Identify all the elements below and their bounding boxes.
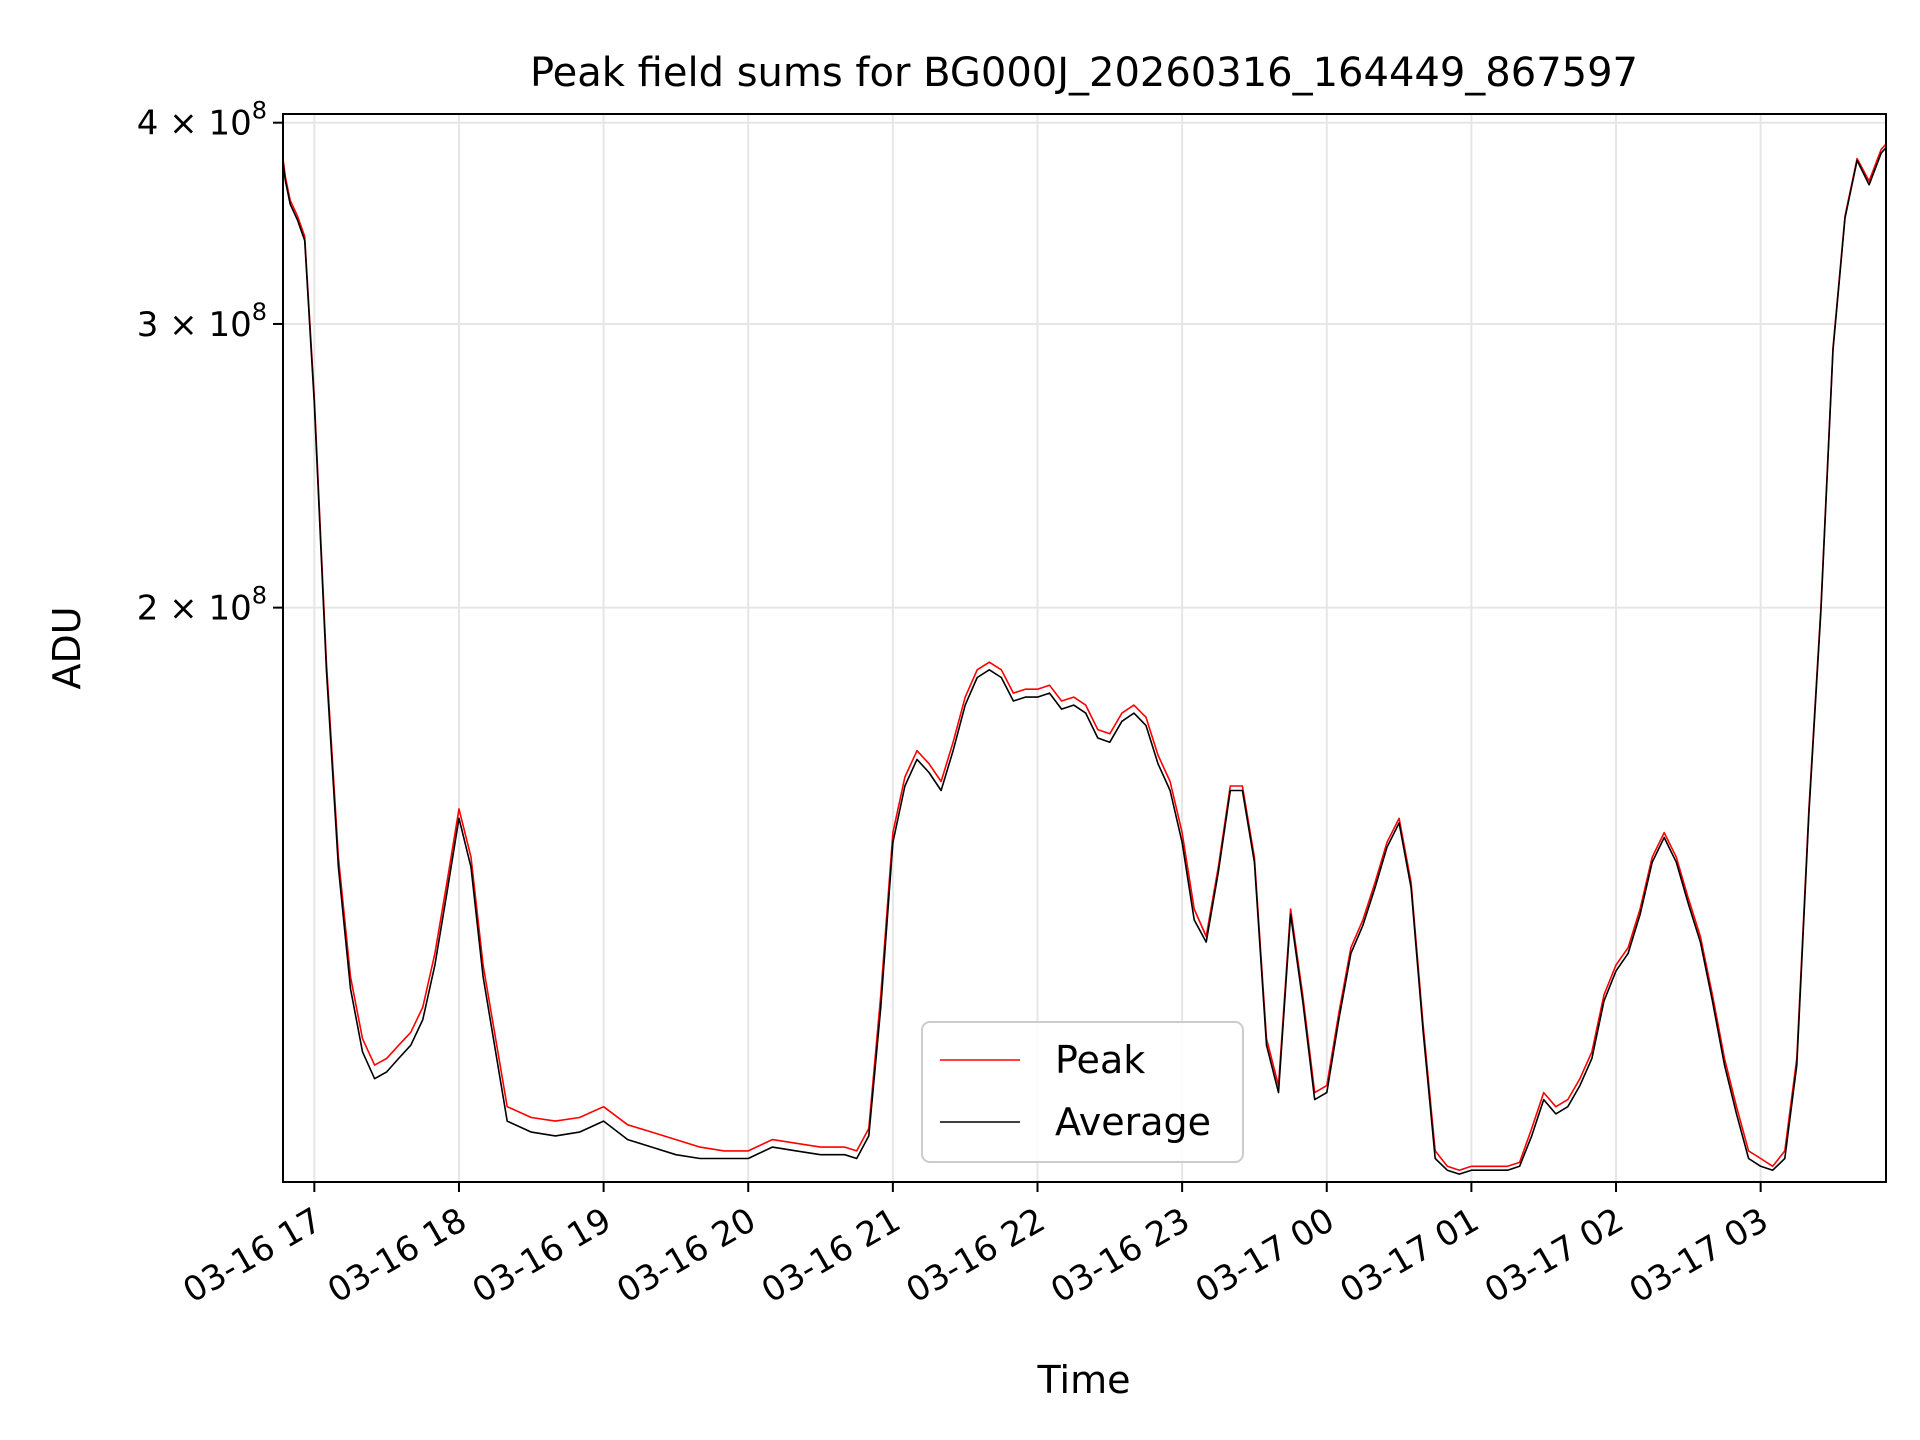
legend: Peak Average xyxy=(921,1021,1244,1163)
y-axis-label: ADU xyxy=(45,606,89,689)
x-axis-label: Time xyxy=(1037,1358,1131,1402)
y-tick-label: 3 × 108 xyxy=(137,298,267,345)
y-tick-label: 4 × 108 xyxy=(137,97,267,144)
legend-peak-label: Peak xyxy=(1055,1038,1145,1082)
grid xyxy=(283,114,1886,1182)
series-line-peak xyxy=(282,143,1887,1171)
series-line-average xyxy=(282,147,1887,1175)
chart-title: Peak field sums for BG000J_20260316_1644… xyxy=(530,50,1638,96)
legend-box xyxy=(921,1021,1244,1163)
axes-frame xyxy=(282,113,1887,1183)
legend-average-label: Average xyxy=(1055,1100,1211,1144)
y-axis: 2 × 108 3 × 108 4 × 108 xyxy=(137,97,283,629)
y-tick-label: 2 × 108 xyxy=(137,582,267,629)
plot-area xyxy=(282,143,1887,1175)
